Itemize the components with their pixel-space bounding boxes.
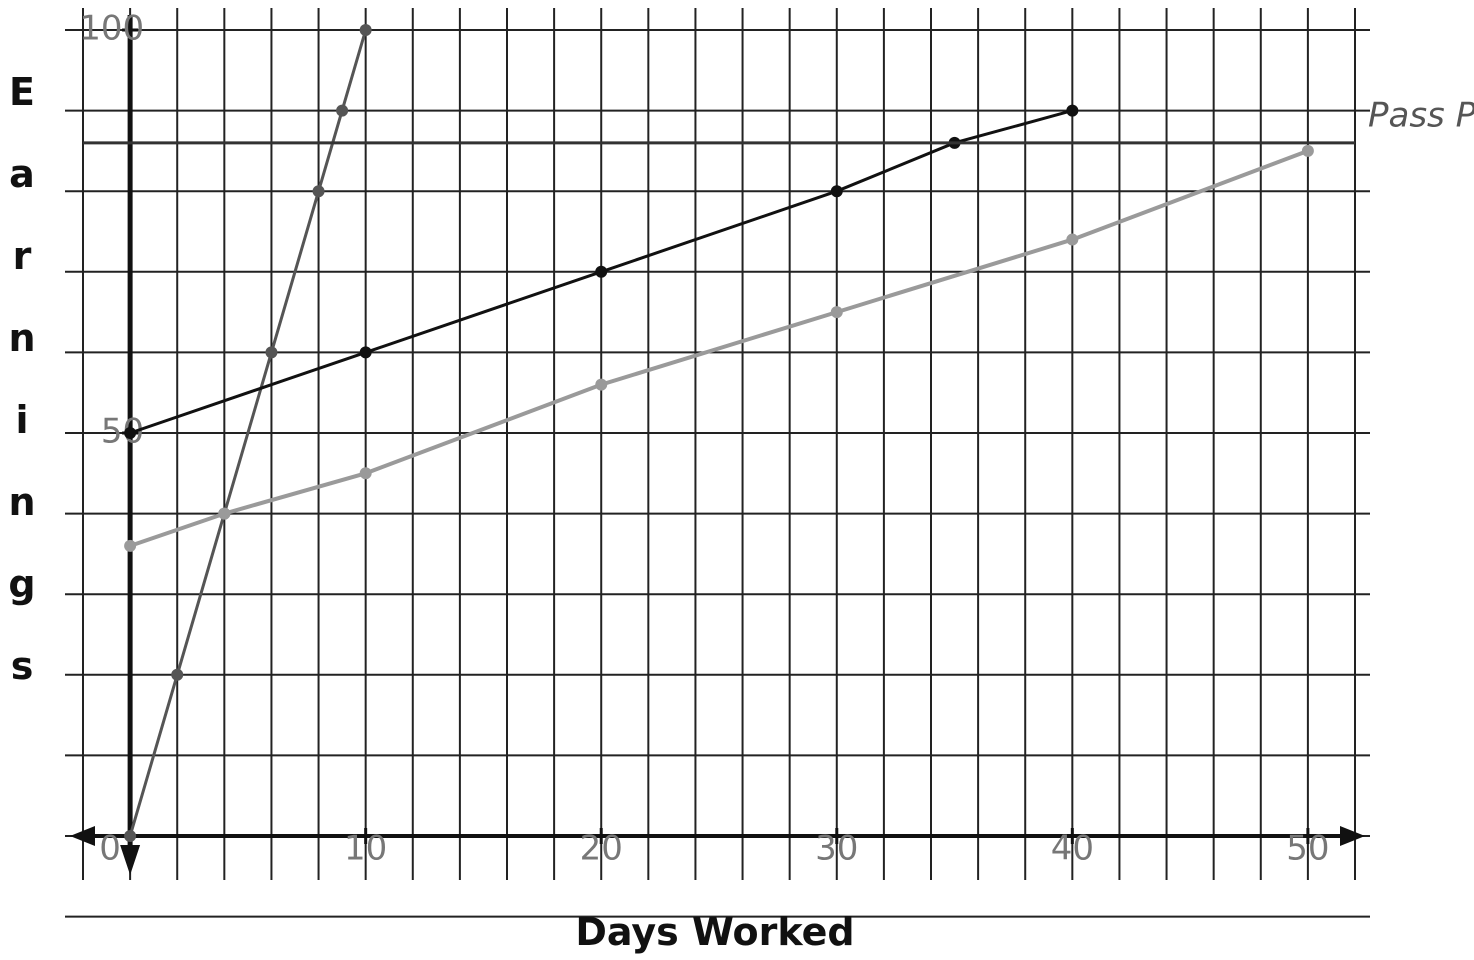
- point: [313, 185, 325, 197]
- point: [124, 540, 136, 552]
- point: [595, 379, 607, 391]
- x-tick-label: 20: [580, 829, 623, 869]
- point: [124, 830, 136, 842]
- x-tick-label: 10: [344, 829, 387, 869]
- x-tick-label: 50: [1286, 829, 1329, 869]
- point: [336, 105, 348, 117]
- x-tick-label: 40: [1051, 829, 1094, 869]
- point: [831, 185, 843, 197]
- point: [360, 467, 372, 479]
- point: [124, 427, 136, 439]
- point: [831, 306, 843, 318]
- point: [1302, 145, 1314, 157]
- point: [218, 508, 230, 520]
- arrow: [70, 826, 1365, 875]
- point: [1066, 234, 1078, 246]
- point: [1066, 105, 1078, 117]
- x-tick-label: 0: [99, 829, 121, 869]
- series-line: [130, 151, 1308, 546]
- point: [595, 266, 607, 278]
- point: [265, 346, 277, 358]
- point: [360, 24, 372, 36]
- x-axis-label: Days Worked: [500, 910, 930, 954]
- y-axis-label: Earnings: [0, 70, 40, 726]
- series-label: Pass Pr: [1368, 95, 1474, 135]
- y-tick-label: 100: [79, 9, 144, 49]
- page: 0102030405050100Pass Pr Earnings Days Wo…: [0, 0, 1474, 960]
- point: [171, 669, 183, 681]
- chart: 0102030405050100Pass Pr: [0, 0, 1474, 960]
- point: [360, 346, 372, 358]
- x-tick-label: 30: [815, 829, 858, 869]
